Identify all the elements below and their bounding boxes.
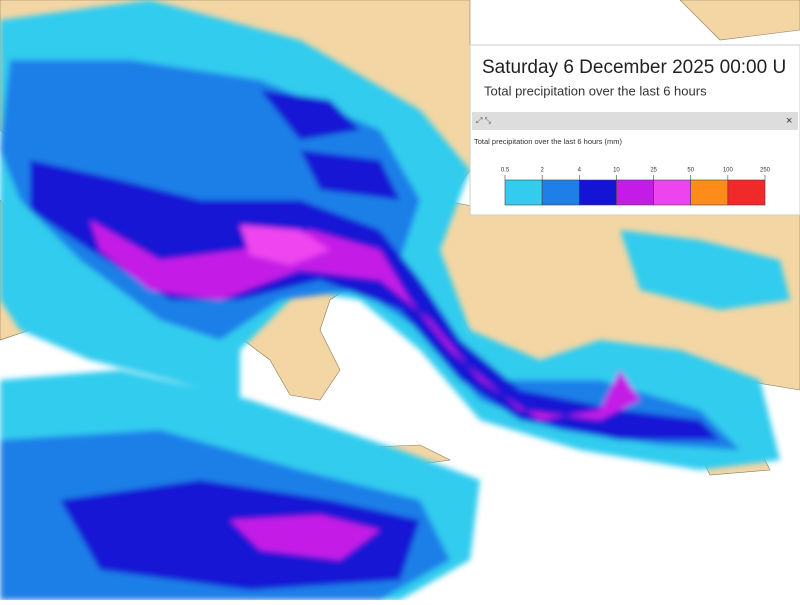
colorbar-box (653, 179, 692, 206)
colorbar-label: 4 (578, 168, 582, 174)
colorbar-label: 10 (613, 168, 620, 174)
colorbar-box (690, 179, 729, 206)
colorbar-label: 50 (687, 168, 694, 174)
colorbar-box (616, 179, 654, 206)
colorbar-box (541, 179, 580, 206)
panel-subtitle: Total precipitation over the last 6 hour… (484, 83, 707, 98)
colorbar-label: 2 (540, 168, 544, 174)
toolbar-icons[interactable]: ⤢ ⤡ (475, 116, 492, 125)
colorbar-label: 250 (760, 168, 771, 174)
colorbar-box (504, 179, 543, 206)
legend-toolbar (472, 112, 798, 130)
colorbar: 0.5 2 4 10 25 50 100 250 (501, 168, 771, 206)
precipitation (0, 0, 790, 600)
colorbar-label: 100 (723, 168, 734, 174)
colorbar-box (727, 179, 766, 206)
legend-title: Total precipitation over the last 6 hour… (474, 137, 622, 146)
colorbar-label: 0.5 (501, 168, 510, 174)
colorbar-label: 25 (650, 168, 657, 174)
panel-title: Saturday 6 December 2025 00:00 U (482, 57, 786, 78)
colorbar-box (578, 179, 617, 206)
close-button[interactable]: × (786, 115, 792, 127)
